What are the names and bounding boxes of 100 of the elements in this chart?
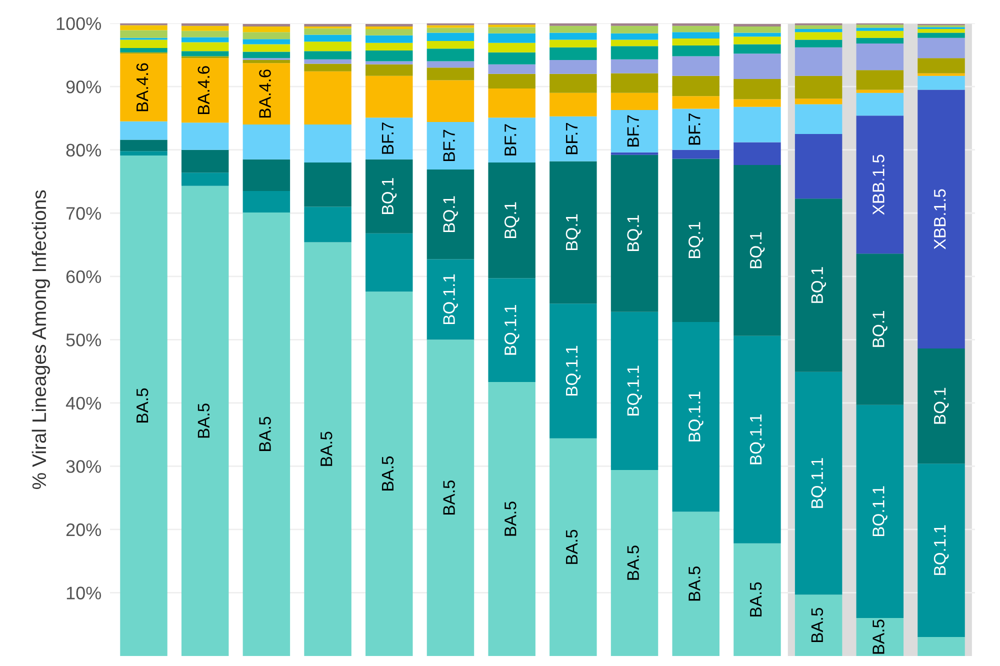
bar — [488, 278, 536, 382]
bar — [672, 56, 720, 76]
data-label: BQ.1.1 — [627, 366, 642, 416]
bar — [426, 41, 474, 49]
bar — [672, 322, 720, 512]
bar — [120, 48, 168, 52]
bar — [120, 30, 168, 38]
data-label: BA.5 — [811, 608, 824, 642]
data-label: BF.7 — [443, 130, 455, 162]
bar — [550, 40, 597, 48]
bar — [304, 206, 352, 242]
bar — [550, 32, 597, 40]
y-tick-label: 80% — [66, 144, 102, 157]
bar — [242, 32, 290, 40]
bar — [426, 80, 474, 122]
data-label: BF.7 — [627, 115, 639, 146]
bar — [366, 118, 413, 160]
bar — [366, 64, 413, 76]
bar — [304, 51, 352, 60]
bar — [550, 161, 597, 304]
bar — [550, 26, 597, 33]
data-label: BQ.1 — [688, 222, 704, 258]
bar — [366, 26, 413, 30]
data-label: BQ.1 — [872, 311, 888, 347]
bar — [304, 24, 352, 26]
bar — [488, 382, 536, 656]
bar — [426, 25, 474, 28]
bar — [610, 59, 658, 74]
data-label: BQ.1 — [566, 214, 581, 250]
bar — [181, 51, 229, 56]
bar — [181, 186, 229, 656]
bar — [304, 34, 352, 42]
data-label: BF.7 — [688, 113, 700, 145]
y-tick-label: 100% — [56, 17, 102, 30]
data-label: BQ.1.1 — [934, 525, 949, 575]
bar — [366, 61, 413, 64]
bar — [734, 99, 781, 107]
y-tick-label: 60% — [66, 270, 102, 284]
bar — [610, 33, 658, 40]
bar — [426, 61, 474, 68]
bar — [304, 71, 352, 125]
bar — [672, 512, 720, 656]
bar — [242, 39, 290, 44]
y-tick-label: 20% — [66, 523, 102, 536]
bar — [794, 198, 842, 372]
bar — [488, 24, 536, 28]
bar — [242, 52, 290, 58]
bar — [550, 74, 597, 93]
bar — [734, 54, 781, 79]
bar — [734, 26, 781, 33]
bar — [181, 122, 229, 150]
data-label: BA.5 — [259, 416, 271, 451]
data-label: BQ.1.1 — [566, 346, 581, 396]
bar — [366, 233, 413, 292]
bar — [181, 58, 229, 123]
data-label: BQ.1 — [443, 196, 458, 232]
bar — [304, 42, 352, 52]
bar — [304, 242, 352, 656]
bar — [366, 292, 413, 656]
bar — [672, 26, 720, 32]
data-label: BF.7 — [566, 122, 578, 154]
data-label: BA.5 — [566, 530, 578, 564]
bar — [610, 73, 658, 93]
bar — [672, 96, 720, 109]
bar — [918, 90, 965, 349]
data-label: BF.7 — [382, 122, 394, 154]
bar — [794, 47, 842, 76]
data-label: BQ.1.1 — [811, 458, 826, 508]
bar — [181, 150, 229, 173]
bar — [734, 106, 781, 142]
bar — [918, 464, 965, 638]
bar — [488, 88, 536, 118]
data-label: BA.5 — [382, 456, 394, 490]
bar — [794, 372, 842, 595]
data-label: BA.5 — [750, 582, 762, 616]
bar — [856, 38, 904, 44]
bar — [610, 26, 658, 34]
bar — [610, 470, 658, 656]
bar — [488, 42, 536, 52]
bar — [242, 24, 290, 26]
bar — [550, 438, 597, 656]
bar — [304, 59, 352, 64]
bar — [672, 158, 720, 322]
bar — [120, 121, 168, 140]
bar — [550, 116, 597, 162]
data-label: BQ.1 — [627, 215, 642, 251]
bar — [610, 46, 658, 60]
bar — [181, 23, 229, 26]
bar — [672, 45, 720, 56]
bar — [734, 142, 781, 166]
bar — [242, 26, 290, 32]
bar — [794, 40, 842, 48]
y-tick-label: 10% — [66, 586, 102, 600]
bar — [181, 30, 229, 38]
bar — [610, 154, 658, 312]
bar — [366, 42, 413, 51]
data-label: BQ.1.1 — [750, 414, 765, 464]
bar — [918, 29, 965, 33]
bar — [488, 27, 536, 34]
data-label: BQ.1 — [382, 178, 397, 214]
